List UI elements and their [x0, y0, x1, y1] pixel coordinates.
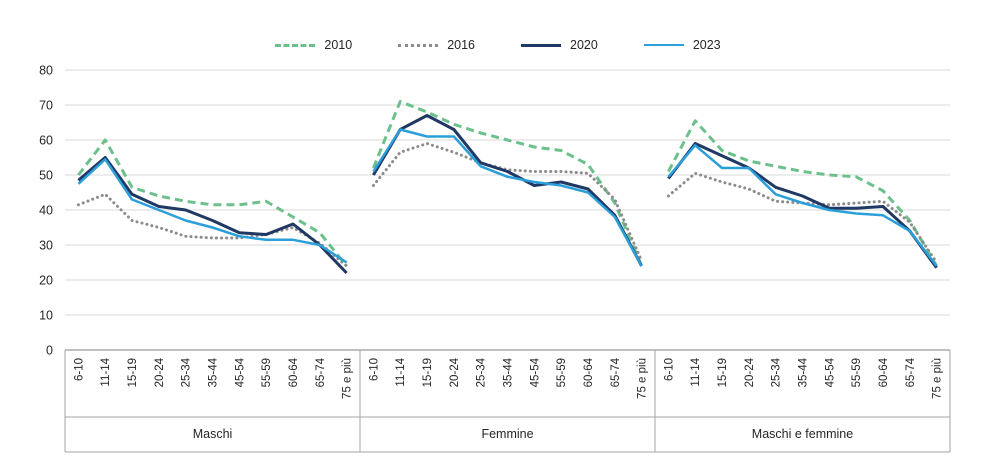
series-line-2023 — [77, 158, 348, 264]
legend-line-icon-2010 — [275, 43, 316, 47]
x-tick-label: 25-34 — [476, 357, 488, 387]
series-line-2020 — [667, 142, 938, 269]
legend-item-2023: 2023 — [643, 38, 721, 52]
series-line-2020 — [77, 156, 348, 275]
x-tick-label: 75 e più — [342, 358, 354, 399]
x-tick-label: 65-74 — [315, 357, 327, 387]
series-line-2010 — [77, 138, 348, 267]
x-tick-label: 6-10 — [73, 358, 85, 381]
legend-item-2016: 2016 — [398, 38, 475, 52]
x-tick-label: 15-19 — [717, 358, 729, 387]
legend-label-2023: 2023 — [692, 38, 721, 52]
x-tick-label: 75 e più — [932, 358, 944, 399]
x-tick-label: 25-34 — [771, 357, 783, 387]
legend-line-icon-2023 — [643, 44, 684, 46]
panel-label: Femmine — [481, 427, 533, 441]
x-tick-label: 15-19 — [127, 358, 139, 387]
y-tick-label: 40 — [39, 204, 53, 218]
panel-label: Maschi — [193, 427, 233, 441]
legend-item-2010: 2010 — [275, 38, 352, 52]
x-tick-label: 55-59 — [556, 358, 568, 387]
y-tick-label: 0 — [46, 344, 53, 358]
series-line-2010 — [372, 100, 643, 267]
x-tick-label: 20-24 — [744, 357, 756, 387]
x-tick-label: 55-59 — [261, 358, 273, 387]
x-tick-label: 55-59 — [851, 358, 863, 387]
x-tick-label: 6-10 — [663, 358, 675, 381]
legend-line-icon-2016 — [398, 43, 439, 47]
x-tick-label: 20-24 — [154, 357, 166, 387]
x-tick-label: 65-74 — [905, 357, 917, 387]
legend-item-2020: 2020 — [521, 38, 598, 52]
x-tick-label: 35-44 — [208, 357, 220, 387]
series-line-2016 — [371, 142, 644, 263]
legend-label-2016: 2016 — [447, 38, 475, 52]
x-tick-label: 11-14 — [395, 357, 407, 386]
y-tick-label: 10 — [39, 309, 53, 323]
y-tick-label: 80 — [39, 64, 53, 78]
series-line-2023 — [372, 128, 643, 267]
x-tick-label: 35-44 — [503, 357, 515, 387]
x-tick-label: 60-64 — [583, 357, 595, 387]
legend-label-2020: 2020 — [570, 38, 598, 52]
series-line-2016 — [76, 192, 349, 268]
y-tick-label: 70 — [39, 99, 53, 113]
x-tick-label: 15-19 — [422, 358, 434, 387]
series-line-2023 — [667, 144, 938, 267]
x-tick-label: 35-44 — [798, 357, 810, 387]
series-line-2020 — [372, 114, 643, 267]
x-tick-label: 25-34 — [181, 357, 193, 387]
x-tick-label: 6-10 — [368, 358, 380, 381]
x-tick-label: 45-54 — [824, 357, 836, 387]
legend-label-2010: 2010 — [324, 38, 353, 52]
y-tick-label: 60 — [39, 134, 53, 148]
legend-line-icon-2020 — [521, 43, 561, 47]
chart-legend: 2010 2016 2020 2023 — [0, 38, 996, 52]
x-tick-label: 20-24 — [449, 357, 461, 387]
x-tick-label: 45-54 — [529, 357, 541, 387]
y-tick-label: 20 — [39, 274, 53, 288]
panel-label: Maschi e femmine — [752, 427, 853, 441]
x-tick-label: 65-74 — [610, 357, 622, 387]
series-line-2010 — [667, 119, 938, 267]
x-tick-label: 11-14 — [690, 357, 702, 386]
y-tick-label: 30 — [39, 239, 53, 253]
y-tick-label: 50 — [39, 169, 53, 183]
x-tick-label: 60-64 — [878, 357, 890, 387]
x-tick-label: 75 e più — [637, 358, 649, 399]
x-tick-label: 11-14 — [100, 357, 112, 386]
x-tick-label: 60-64 — [288, 357, 300, 387]
x-tick-label: 45-54 — [234, 357, 246, 387]
